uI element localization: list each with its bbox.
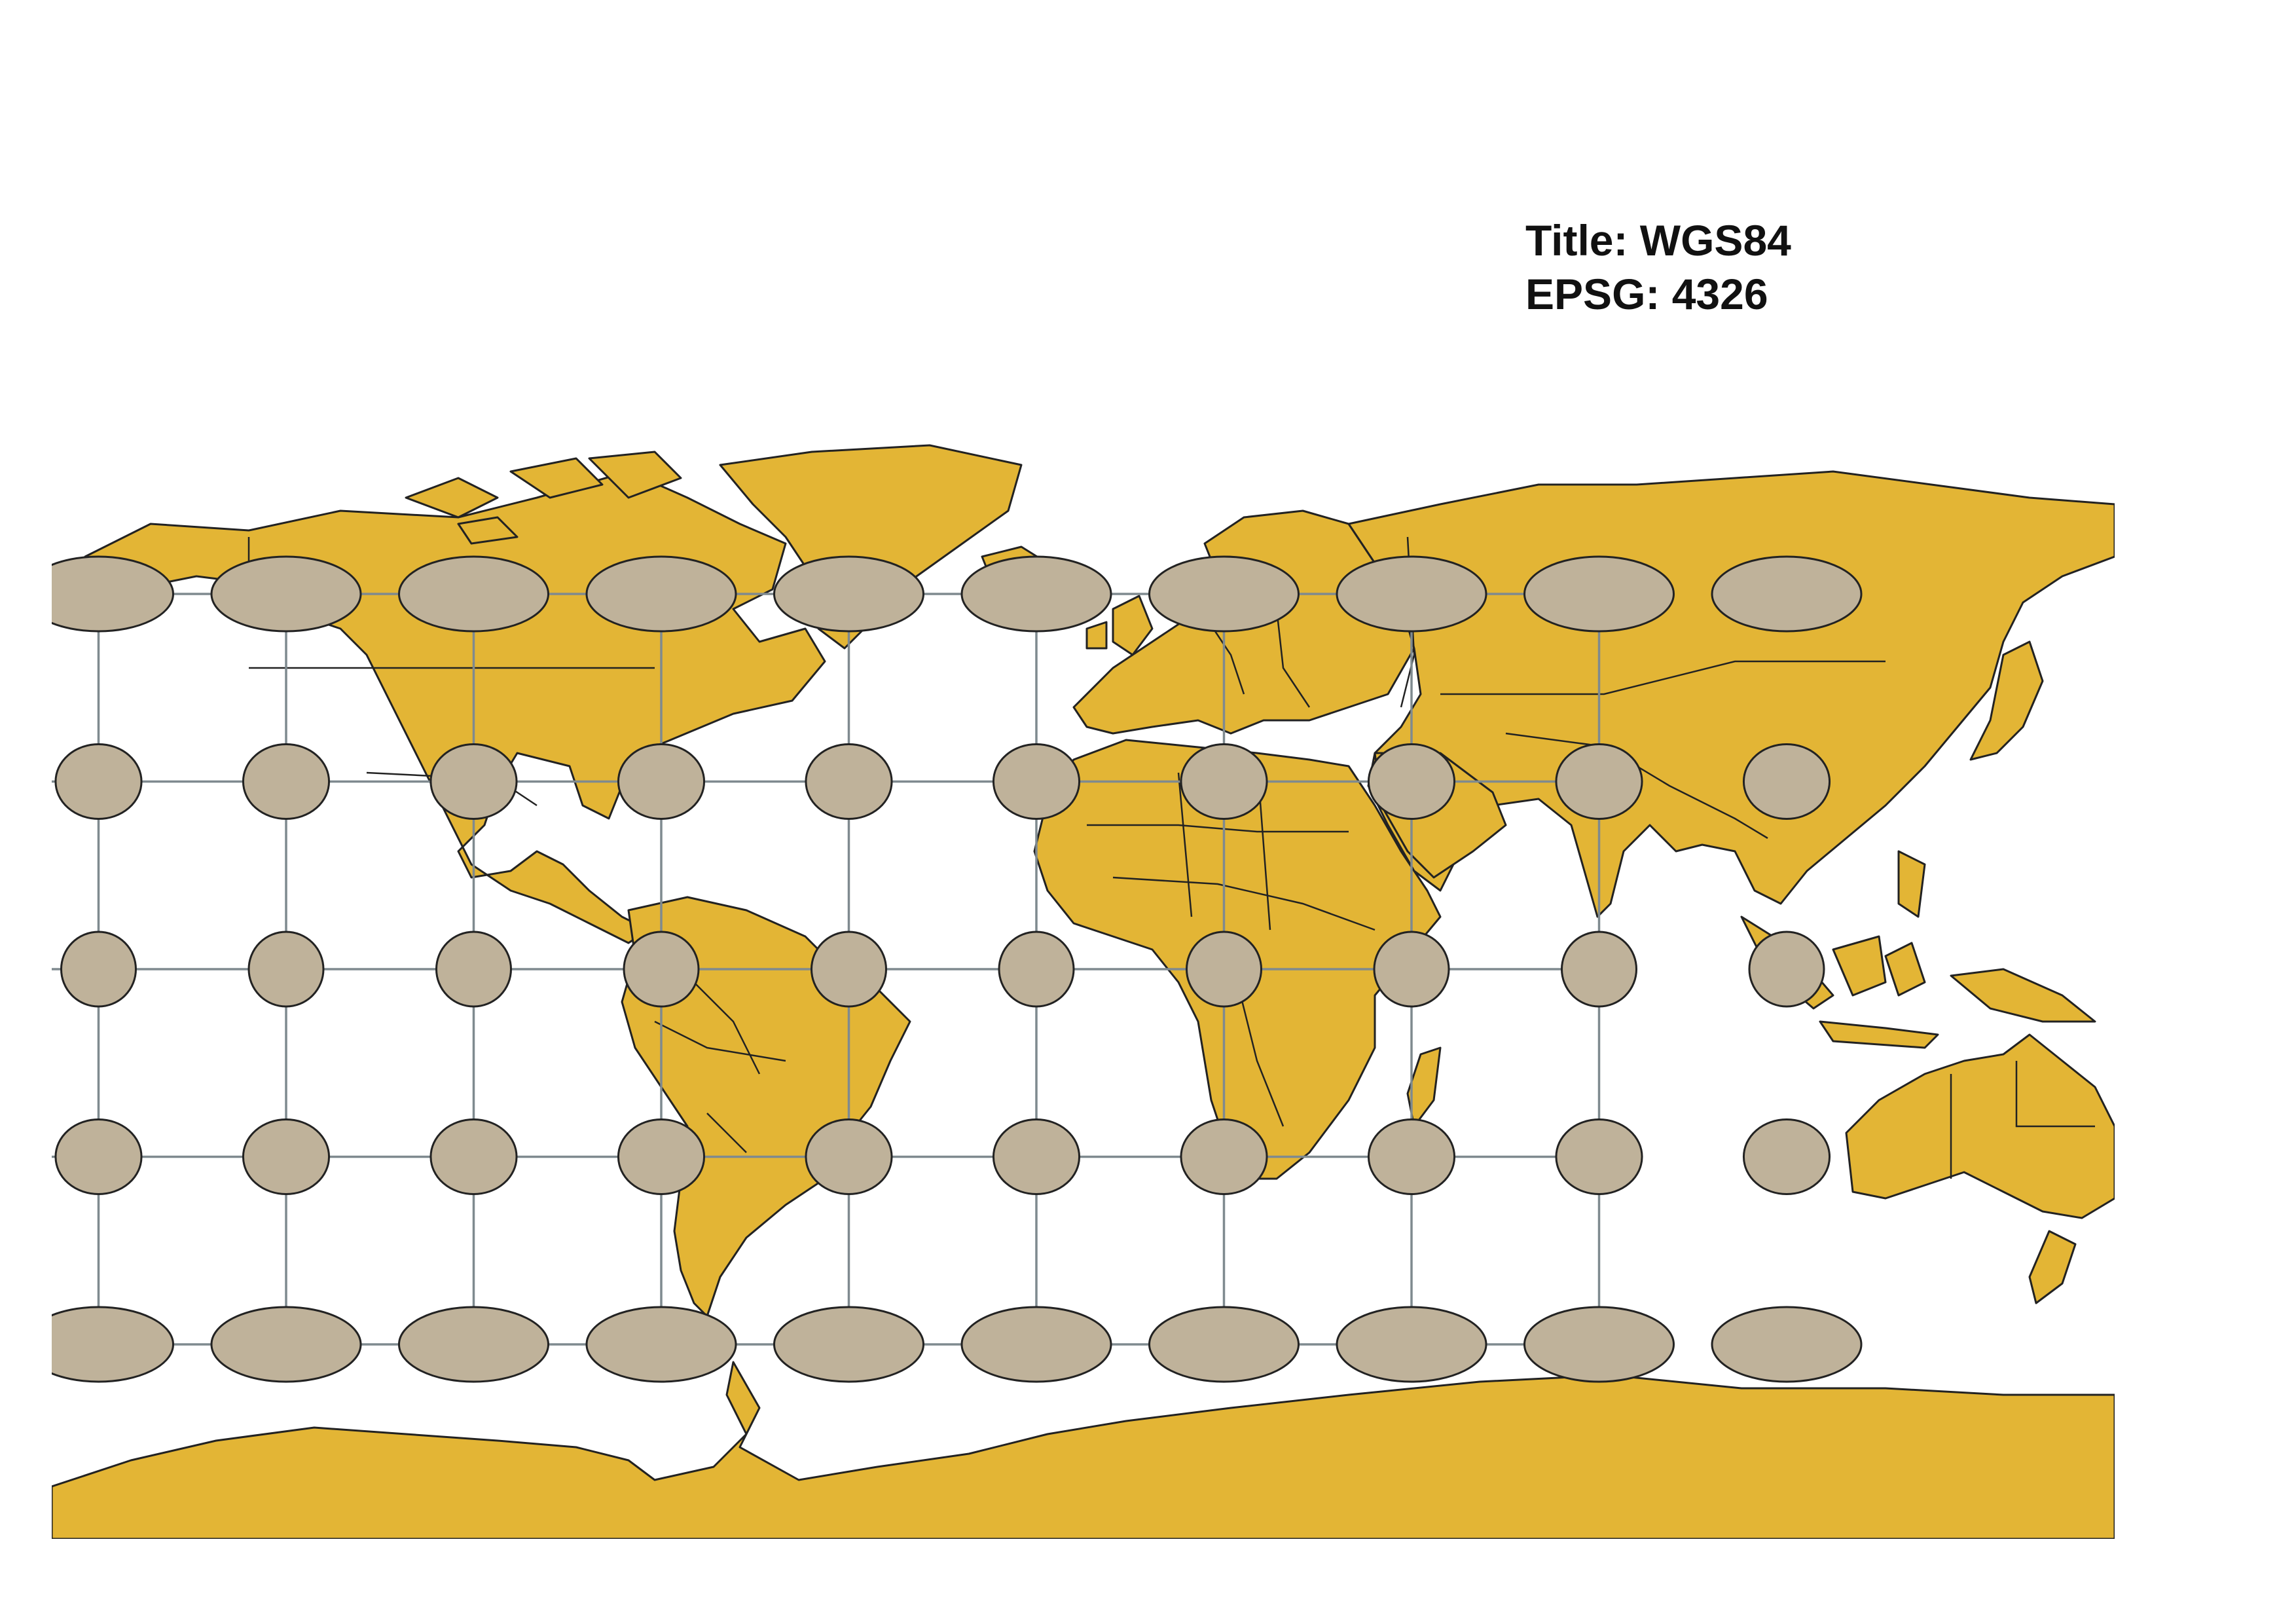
- tissot-indicatrix: [242, 743, 331, 820]
- border-africa-north: [1087, 824, 1349, 833]
- tissot-indicatrix: [435, 931, 512, 1008]
- tissot-indicatrix: [1523, 1306, 1675, 1383]
- tissot-indicatrix: [960, 1306, 1112, 1383]
- tissot-indicatrix: [617, 743, 706, 820]
- world-map: [52, 444, 2115, 1539]
- landmass-antarctica: [52, 1361, 2115, 1539]
- caption-title: Title: WGS84: [1525, 216, 1791, 265]
- tissot-indicatrix: [1336, 555, 1487, 633]
- landmass-new-zealand: [2028, 1230, 2077, 1304]
- country-borders: [247, 536, 2095, 1179]
- landmass-australia: [1845, 1033, 2115, 1219]
- tissot-indicatrix: [1555, 743, 1643, 820]
- tissot-indicatrix: [960, 555, 1112, 633]
- tissot-indicatrix: [247, 931, 325, 1008]
- tissot-indicatrix: [1148, 555, 1300, 633]
- tissot-indicatrix: [54, 743, 143, 820]
- tissot-indicatrix: [52, 1306, 174, 1383]
- tissot-indicatrix: [429, 743, 518, 820]
- tissot-indicatrix: [1148, 1306, 1300, 1383]
- landmass-british-isles: [1085, 595, 1154, 656]
- tissot-indicatrix: [992, 743, 1081, 820]
- tissot-indicatrix: [1367, 1118, 1456, 1195]
- tissot-indicatrix: [1555, 1118, 1643, 1195]
- tissot-indicatrices: [52, 555, 1863, 1383]
- tissot-indicatrix: [1336, 1306, 1487, 1383]
- tissot-indicatrix: [398, 1306, 549, 1383]
- tissot-indicatrix: [210, 555, 362, 633]
- tissot-indicatrix: [1742, 743, 1831, 820]
- tissot-indicatrix: [773, 1306, 924, 1383]
- tissot-indicatrix: [52, 555, 174, 633]
- tissot-indicatrix: [242, 1118, 331, 1195]
- tissot-indicatrix: [1523, 555, 1675, 633]
- tissot-indicatrix: [805, 1118, 893, 1195]
- border-south-america: [654, 969, 786, 1153]
- tissot-indicatrix: [1742, 1118, 1831, 1195]
- tissot-indicatrix: [1180, 1118, 1268, 1195]
- tissot-indicatrix: [623, 931, 700, 1008]
- tissot-indicatrix: [992, 1118, 1081, 1195]
- tissot-indicatrix: [585, 555, 737, 633]
- tissot-indicatrix: [1186, 931, 1262, 1008]
- tissot-indicatrix: [585, 1306, 737, 1383]
- border-south-asia: [1505, 732, 1768, 840]
- landmass-new-guinea: [1950, 968, 2096, 1023]
- tissot-indicatrix: [1711, 555, 1863, 633]
- tissot-indicatrix: [398, 555, 549, 633]
- border-africa-central: [1112, 759, 1376, 1127]
- tissot-indicatrix: [60, 931, 137, 1008]
- caption-epsg: EPSG: 4326: [1525, 270, 1768, 318]
- tissot-indicatrix: [1180, 743, 1268, 820]
- tissot-indicatrix: [773, 555, 924, 633]
- tissot-indicatrix: [1711, 1306, 1863, 1383]
- landmass-southeast-asia-islands: [1740, 850, 1939, 1049]
- tissot-indicatrix: [429, 1118, 518, 1195]
- tissot-indicatrix: [1748, 931, 1825, 1008]
- landmass-madagascar: [1406, 1046, 1442, 1128]
- tissot-indicatrix: [1367, 743, 1456, 820]
- tissot-indicatrix: [54, 1118, 143, 1195]
- border-australia: [1950, 1061, 2095, 1179]
- landmass-japan: [1969, 640, 2044, 761]
- tissot-indicatrix: [617, 1118, 706, 1195]
- tissot-indicatrix: [1373, 931, 1450, 1008]
- tissot-indicatrix: [1561, 931, 1637, 1008]
- landmass-arctic-islands: [405, 451, 682, 545]
- tissot-indicatrix: [805, 743, 893, 820]
- tissot-indicatrix: [998, 931, 1075, 1008]
- border-central-asia: [1440, 660, 1886, 695]
- tissot-indicatrix: [210, 1306, 362, 1383]
- map-caption: Title: WGS84 EPSG: 4326: [1525, 216, 1791, 318]
- tissot-indicatrix: [811, 931, 887, 1008]
